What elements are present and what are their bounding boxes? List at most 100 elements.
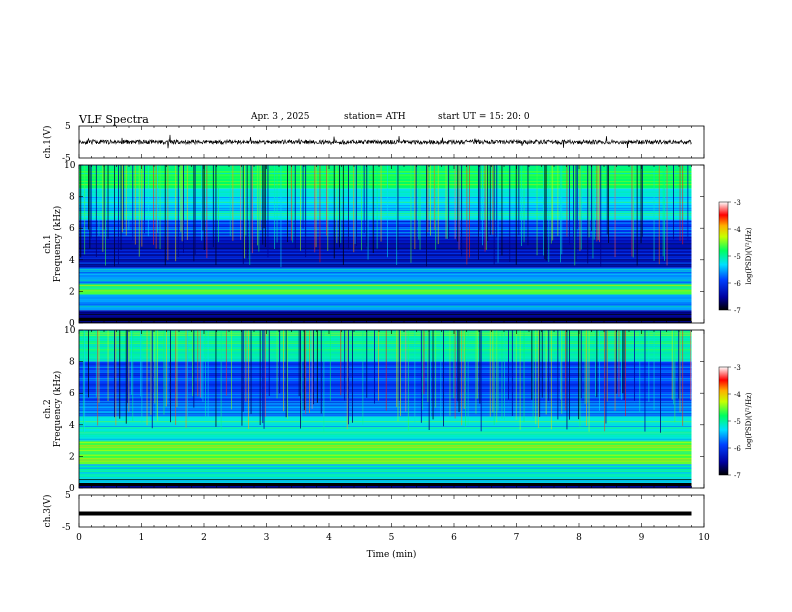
psd-streak	[407, 330, 409, 431]
psd-row	[79, 224, 692, 226]
psd-row	[79, 342, 692, 344]
psd-streak	[634, 330, 635, 401]
ch2-spectrogram-colorbar	[718, 366, 729, 476]
psd-streak	[366, 165, 368, 247]
psd-row	[79, 211, 692, 213]
psd-row	[79, 387, 692, 389]
psd-row	[79, 289, 692, 291]
psd-streak	[259, 330, 261, 426]
psd-streak	[523, 330, 525, 422]
psd-baseline	[79, 479, 692, 480]
psd-row	[79, 414, 692, 416]
psd-streak	[445, 165, 447, 239]
psd-streak	[432, 330, 434, 420]
psd-streak	[258, 165, 260, 252]
psd-streak	[561, 165, 563, 255]
psd-row	[79, 400, 692, 402]
psd-row	[79, 248, 692, 250]
psd-streak	[157, 165, 158, 233]
psd-row	[79, 283, 692, 285]
psd-streak	[185, 330, 187, 428]
psd-streak	[268, 330, 270, 397]
psd-row	[79, 189, 692, 190]
psd-row	[79, 294, 692, 296]
psd-streak	[290, 165, 292, 241]
psd-streak	[128, 330, 130, 412]
ch1-spectrogram-channel-label: ch.1	[43, 234, 53, 253]
psd-row	[79, 370, 692, 371]
psd-streak	[320, 330, 322, 414]
psd-row	[79, 424, 692, 426]
psd-row	[79, 413, 692, 415]
psd-row	[79, 238, 692, 240]
psd-streak	[245, 330, 247, 402]
psd-streak	[543, 165, 544, 256]
psd-streak	[231, 330, 232, 410]
psd-streak	[527, 165, 529, 246]
psd-row	[79, 200, 692, 202]
psd-row	[79, 453, 692, 455]
psd-streak	[175, 165, 177, 262]
psd-row	[79, 169, 692, 171]
psd-streak	[301, 330, 303, 427]
psd-streak	[641, 165, 643, 237]
ch1-spectrogram-image	[79, 165, 692, 323]
psd-row	[79, 190, 692, 192]
psd-streak	[632, 165, 634, 258]
psd-row	[79, 470, 692, 472]
psd-streak	[557, 330, 559, 420]
psd-streak	[201, 330, 203, 399]
psd-row	[79, 297, 692, 299]
psd-streak	[159, 165, 161, 250]
psd-row	[79, 293, 692, 294]
psd-streak	[385, 330, 387, 411]
psd-streak	[305, 165, 307, 258]
psd-streak	[193, 330, 195, 408]
psd-streak	[164, 165, 166, 266]
psd-streak	[449, 330, 451, 416]
psd-streak	[88, 165, 89, 230]
psd-streak	[476, 330, 478, 399]
psd-row	[79, 185, 692, 187]
psd-row	[79, 301, 692, 302]
y-tick-label: -5	[62, 523, 71, 533]
psd-streak	[348, 165, 349, 250]
psd-streak	[536, 165, 538, 256]
ch3-waveform-frame	[78, 494, 705, 528]
psd-streak	[144, 165, 145, 234]
psd-streak	[454, 165, 456, 240]
psd-streak	[539, 330, 541, 417]
psd-streak	[566, 165, 568, 237]
psd-streak	[150, 330, 152, 415]
psd-streak	[279, 330, 281, 394]
psd-row	[79, 416, 692, 418]
psd-streak	[614, 330, 616, 411]
psd-row	[79, 225, 692, 227]
colorbar-tick-label: -7	[734, 307, 741, 315]
psd-streak	[523, 165, 525, 243]
psd-streak	[465, 330, 466, 427]
psd-row	[79, 259, 692, 261]
psd-row	[79, 227, 692, 229]
psd-streak	[588, 330, 590, 432]
psd-streak	[682, 330, 684, 426]
psd-row	[79, 176, 692, 178]
psd-row	[79, 357, 692, 359]
psd-row	[79, 445, 692, 447]
psd-streak	[207, 330, 209, 420]
psd-streak	[397, 165, 399, 251]
psd-streak	[147, 165, 149, 237]
psd-streak	[569, 330, 570, 420]
psd-streak	[595, 330, 596, 397]
psd-row	[79, 432, 692, 434]
ch2-spectrogram-ylabel: Frequency (kHz)	[52, 371, 63, 448]
colorbar-tick-label: -5	[734, 253, 741, 261]
psd-streak	[501, 165, 503, 256]
psd-baseline	[79, 318, 692, 321]
y-tick-label: 6	[69, 389, 75, 399]
psd-streak	[121, 165, 123, 233]
psd-streak	[600, 165, 602, 267]
psd-row	[79, 454, 692, 456]
psd-streak	[303, 330, 305, 411]
psd-row	[79, 435, 692, 437]
